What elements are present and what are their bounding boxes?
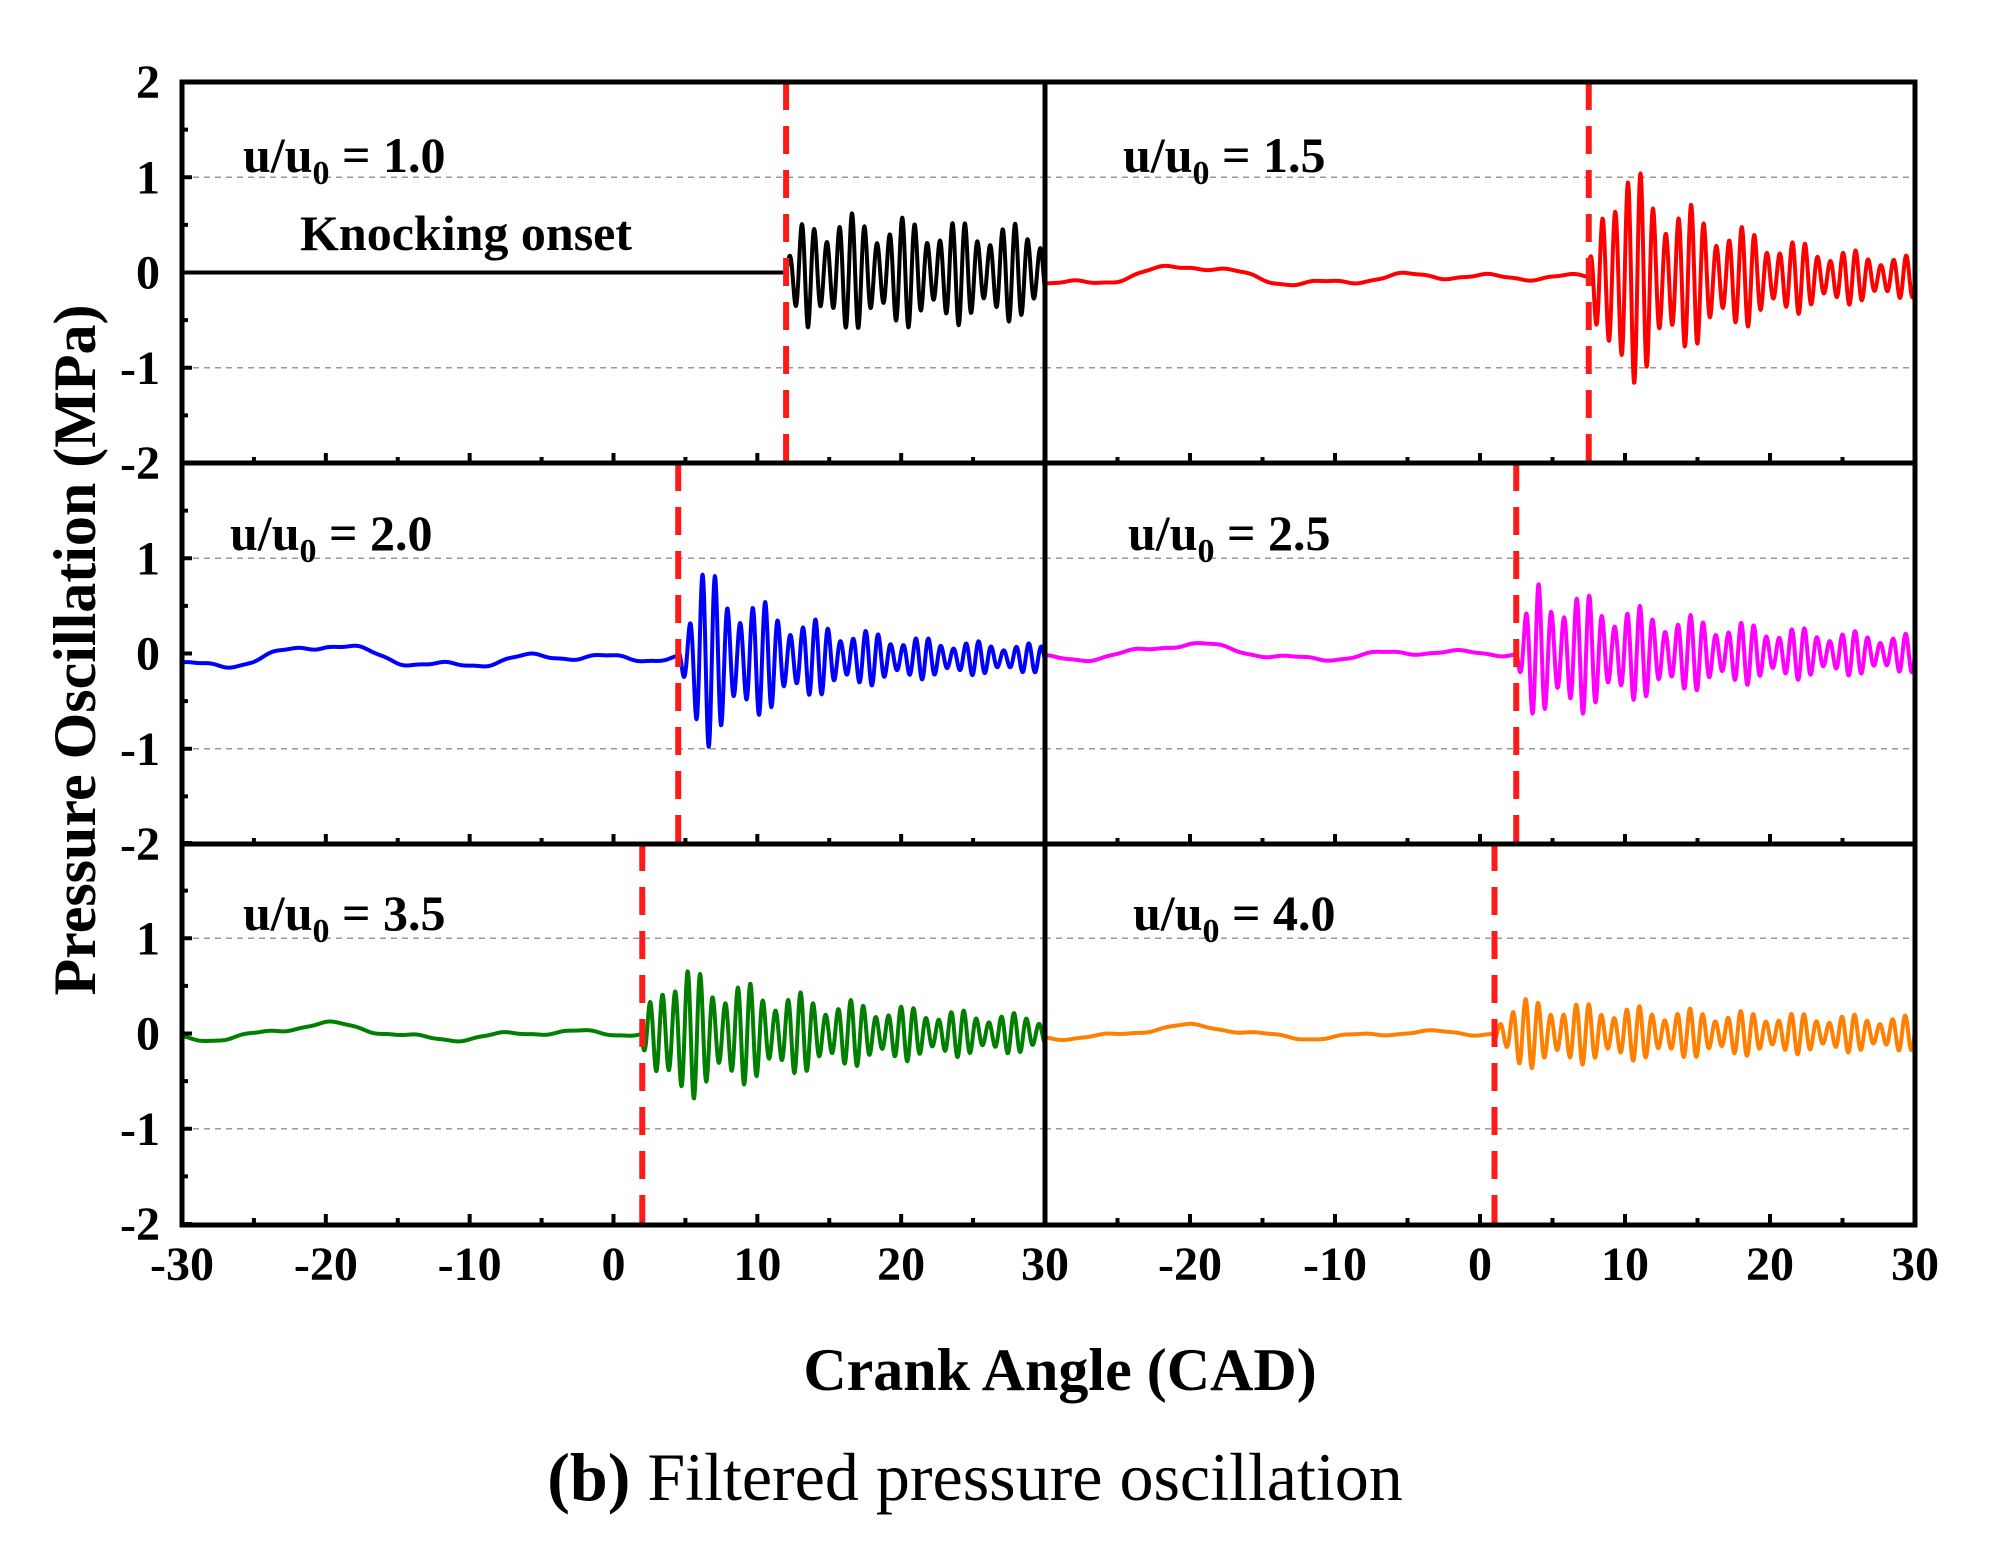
axis-ticks: 210-1-210-1-210-1-2-30 -20 -10 0 10 20 30 -20 -1…	[120, 56, 1939, 1291]
panel-label-2: u/u0 = 1.5	[1123, 127, 1326, 192]
caption-bold: (b)	[547, 1439, 630, 1515]
x-tick-label: 0	[1468, 1238, 1492, 1291]
y-axis-label: Pressure Oscillation (MPa)	[42, 305, 108, 996]
y-tick-label: 0	[136, 247, 160, 300]
y-tick-label: -2	[120, 818, 160, 871]
panel-label-sub: 0	[300, 533, 317, 570]
panel-labels: u/u0 = 1.0 u/u0 = 1.5u/u0 = 2.0 u/u0 = 2.5…	[230, 127, 1336, 950]
panel-label-value: = 1.0	[330, 127, 446, 183]
x-tick-label: -30	[150, 1238, 214, 1291]
panel-label-value: = 4.0	[1220, 885, 1336, 941]
panel-label-main: u/u	[1128, 505, 1198, 561]
panel-label-main: u/u	[243, 885, 313, 941]
x-tick-label: 10	[1601, 1238, 1649, 1291]
panel-label-main: u/u	[1123, 127, 1193, 183]
panel-label-1: u/u0 = 1.0	[243, 127, 446, 192]
panel-label-sub: 0	[1198, 533, 1215, 570]
x-axis-label: Crank Angle (CAD)	[803, 1337, 1316, 1403]
x-tick-label: 20	[877, 1238, 925, 1291]
panel-label-6: u/u0 = 4.0	[1133, 885, 1336, 950]
panel-label-sub: 0	[1203, 913, 1220, 950]
panel-label-value: = 3.5	[330, 885, 446, 941]
y-tick-label: 1	[136, 912, 160, 965]
panel-label-main: u/u	[243, 127, 313, 183]
panel-label-main: u/u	[1133, 885, 1203, 941]
x-tick-label: -10	[1303, 1238, 1367, 1291]
x-tick-label: -20	[1158, 1238, 1222, 1291]
y-tick-label: 2	[136, 56, 160, 109]
panel-label-sub: 0	[313, 155, 330, 192]
series-line-1	[180, 211, 1047, 330]
x-tick-label: -10	[438, 1238, 502, 1291]
annotation-knocking-onset: Knocking onset	[300, 205, 632, 261]
x-tick-label: 0	[602, 1238, 626, 1291]
series-line-6	[1043, 997, 1917, 1071]
x-tick-label: 20	[1746, 1238, 1794, 1291]
x-tick-label: 30	[1021, 1238, 1069, 1291]
y-tick-label: 1	[136, 151, 160, 204]
onset-lines	[639, 82, 1592, 1224]
series-line-2	[1043, 171, 1917, 385]
panel-label-sub: 0	[313, 913, 330, 950]
y-tick-label: -1	[120, 342, 160, 395]
series-line-3	[180, 572, 1047, 749]
y-tick-label: -2	[120, 1198, 160, 1251]
series-layer	[180, 171, 1917, 1101]
panel-label-value: = 1.5	[1210, 127, 1326, 183]
panel-label-value: = 2.0	[317, 505, 433, 561]
panel-label-sub: 0	[1193, 155, 1210, 192]
y-tick-label: 0	[136, 1008, 160, 1061]
y-tick-label: -2	[120, 437, 160, 490]
panel-label-main: u/u	[230, 505, 300, 561]
series-line-4	[1043, 582, 1917, 716]
grid-layer	[182, 176, 1915, 1130]
panel-label-value: = 2.5	[1215, 505, 1331, 561]
y-tick-label: -1	[120, 723, 160, 776]
figure-caption: (b) Filtered pressure oscillation	[547, 1439, 1402, 1515]
y-tick-label: -1	[120, 1103, 160, 1156]
panel-label-3: u/u0 = 2.0	[230, 505, 433, 570]
y-tick-label: 1	[136, 532, 160, 585]
panel-label-4: u/u0 = 2.5	[1128, 505, 1331, 570]
x-tick-label: -20	[294, 1238, 358, 1291]
panel-label-5: u/u0 = 3.5	[243, 885, 446, 950]
series-line-5	[180, 969, 1047, 1101]
x-tick-label: 30	[1891, 1238, 1939, 1291]
y-tick-label: 0	[136, 628, 160, 681]
x-tick-label: 10	[733, 1238, 781, 1291]
caption-text: Filtered pressure oscillation	[630, 1439, 1402, 1515]
